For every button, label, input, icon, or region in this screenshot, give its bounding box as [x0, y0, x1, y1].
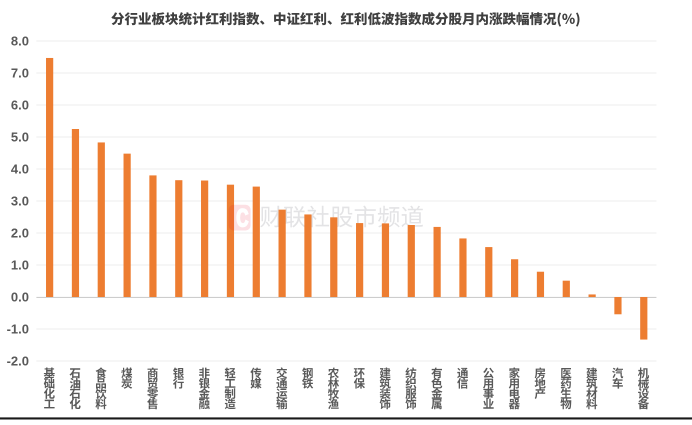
svg-text:3.0: 3.0 [11, 193, 29, 208]
svg-text:-1.0: -1.0 [7, 321, 29, 336]
svg-text:8.0: 8.0 [11, 33, 29, 48]
svg-text:5.0: 5.0 [11, 129, 29, 144]
svg-text:2.0: 2.0 [11, 225, 29, 240]
svg-text:6.0: 6.0 [11, 97, 29, 112]
svg-text:4.0: 4.0 [11, 161, 29, 176]
svg-text:7.0: 7.0 [11, 65, 29, 80]
svg-text:1.0: 1.0 [11, 257, 29, 272]
svg-text:-2.0: -2.0 [7, 353, 29, 368]
svg-text:0.0: 0.0 [11, 289, 29, 304]
